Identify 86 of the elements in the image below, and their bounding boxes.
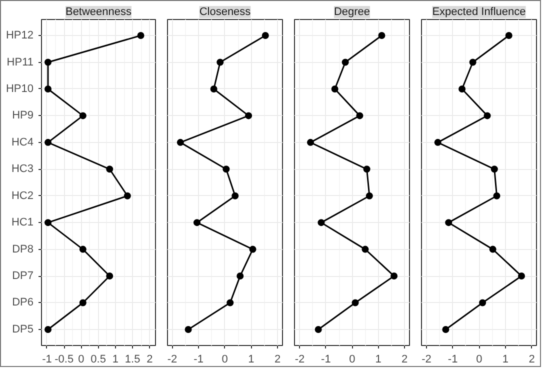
point (458, 85, 466, 92)
point (226, 299, 234, 306)
x-tick-label: -1 (42, 354, 52, 366)
point (331, 85, 338, 92)
x-tick-label: 2 (274, 354, 281, 366)
x-tick-label: 0 (476, 354, 482, 366)
point (249, 246, 256, 253)
chart-title: Closeness (199, 6, 252, 18)
x-tick-label: 2 (401, 354, 408, 366)
point (314, 326, 322, 333)
point (262, 32, 269, 40)
point (378, 32, 386, 40)
point (352, 299, 359, 306)
point (232, 192, 239, 200)
y-tick-label: HP10 (6, 82, 34, 95)
point (469, 58, 476, 66)
y-tick-label: HC3 (11, 163, 34, 176)
x-tick-label: -2 (422, 354, 432, 366)
point (518, 272, 525, 280)
x-tick-label: 1 (248, 354, 254, 366)
point (216, 58, 224, 66)
point (176, 138, 184, 146)
point (505, 32, 512, 40)
chart-title: Betweenness (65, 6, 132, 18)
x-tick-label: 1.5 (124, 354, 140, 366)
point (44, 138, 52, 146)
x-tick-label: -1 (321, 354, 331, 366)
point (342, 58, 349, 66)
point (106, 272, 114, 280)
y-tick-label: DP8 (12, 243, 34, 256)
x-tick-label: 0 (349, 354, 356, 366)
x-tick-label: 1 (112, 354, 119, 366)
point (489, 246, 496, 253)
x-tick-label: 0.5 (90, 354, 106, 366)
point (184, 326, 192, 333)
point (79, 246, 86, 253)
point (210, 85, 218, 92)
x-tick-label: 0 (222, 354, 228, 366)
point (124, 192, 131, 200)
y-tick-label: HC2 (11, 190, 34, 202)
x-tick-label: 0 (78, 354, 84, 366)
y-tick-label: HP12 (6, 30, 34, 42)
point (44, 219, 52, 226)
y-tick-label: HP9 (12, 110, 34, 122)
point (362, 246, 369, 253)
point (484, 112, 491, 120)
y-tick-label: DP7 (12, 270, 34, 282)
point (434, 138, 442, 146)
point (193, 219, 200, 226)
y-tick-label: DP6 (12, 296, 34, 309)
point (137, 32, 144, 40)
x-tick-label: 1 (375, 354, 382, 366)
x-tick-label: -1 (194, 354, 204, 366)
point (44, 58, 52, 66)
point (445, 219, 452, 226)
x-tick-label: 1 (502, 354, 509, 366)
point (236, 272, 244, 280)
point (356, 112, 364, 120)
point (106, 166, 114, 173)
point (79, 299, 86, 306)
point (363, 166, 370, 173)
x-tick-label: 2 (146, 354, 153, 366)
y-tick-label: HC4 (11, 136, 34, 148)
point (306, 138, 314, 146)
point (479, 299, 486, 306)
point (44, 85, 52, 92)
x-tick-label: -1 (448, 354, 458, 366)
y-tick-label: HP11 (6, 56, 34, 68)
y-tick-label: HC1 (11, 216, 34, 229)
x-tick-label: -2 (294, 354, 305, 366)
point (245, 112, 252, 120)
chart-title: Degree (334, 6, 370, 18)
x-tick-label: -2 (167, 354, 178, 366)
x-tick-label: -0.5 (54, 354, 74, 366)
point (318, 219, 325, 226)
point (442, 326, 450, 333)
point (366, 192, 373, 200)
point (490, 166, 498, 173)
point (79, 112, 86, 120)
point (390, 272, 398, 280)
point (44, 326, 52, 333)
chart-title: Expected Influence (432, 6, 526, 18)
point (493, 192, 500, 200)
y-tick-label: DP5 (12, 323, 34, 336)
x-tick-label: 2 (528, 354, 535, 366)
point (222, 166, 230, 173)
